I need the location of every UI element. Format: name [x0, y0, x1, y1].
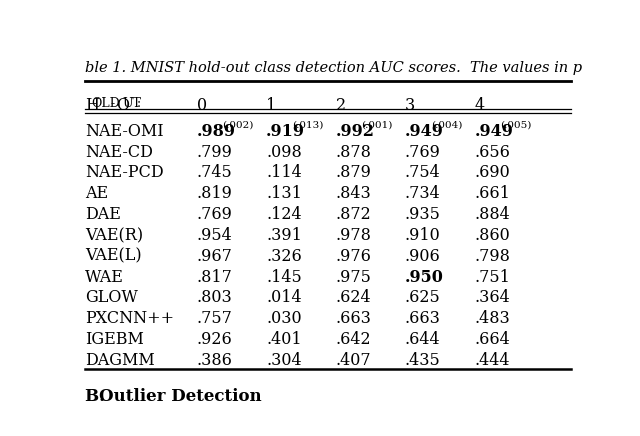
Text: .624: .624 — [335, 290, 371, 307]
Text: .843: .843 — [335, 185, 371, 202]
Text: 4: 4 — [474, 97, 484, 114]
Text: .935: .935 — [405, 206, 441, 223]
Text: NAE-CD: NAE-CD — [85, 143, 153, 160]
Text: 1: 1 — [266, 97, 276, 114]
Text: .690: .690 — [474, 164, 510, 181]
Text: .978: .978 — [335, 227, 371, 244]
Text: .326: .326 — [266, 248, 301, 265]
Text: .926: .926 — [196, 331, 232, 348]
Text: PXCNN++: PXCNN++ — [85, 310, 174, 327]
Text: .745: .745 — [196, 164, 232, 181]
Text: .124: .124 — [266, 206, 301, 223]
Text: -: - — [111, 97, 115, 109]
Text: IGEBM: IGEBM — [85, 331, 144, 348]
Text: .819: .819 — [196, 185, 232, 202]
Text: .444: .444 — [474, 352, 510, 369]
Text: .754: .754 — [405, 164, 440, 181]
Text: .992: .992 — [335, 123, 374, 140]
Text: O: O — [116, 97, 129, 114]
Text: .131: .131 — [266, 185, 302, 202]
Text: VAE(L): VAE(L) — [85, 248, 141, 265]
Text: .967: .967 — [196, 248, 232, 265]
Text: NAE-PCD: NAE-PCD — [85, 164, 164, 181]
Text: OLD: OLD — [92, 97, 120, 109]
Text: .664: .664 — [474, 331, 510, 348]
Text: .014: .014 — [266, 290, 301, 307]
Text: .304: .304 — [266, 352, 301, 369]
Text: .879: .879 — [335, 164, 371, 181]
Text: .407: .407 — [335, 352, 371, 369]
Text: .483: .483 — [474, 310, 510, 327]
Text: .803: .803 — [196, 290, 232, 307]
Text: .910: .910 — [405, 227, 440, 244]
Text: .145: .145 — [266, 269, 301, 286]
Text: .989: .989 — [196, 123, 236, 140]
Text: Outlier Detection: Outlier Detection — [99, 388, 262, 405]
Text: ble 1. MNIST hold-out class detection AUC scores.  The values in p: ble 1. MNIST hold-out class detection AU… — [85, 61, 582, 75]
Text: NAE-OMI: NAE-OMI — [85, 123, 164, 140]
Text: (.004): (.004) — [431, 120, 462, 129]
Text: .950: .950 — [405, 269, 444, 286]
Text: UT: UT — [123, 97, 141, 109]
Text: .954: .954 — [196, 227, 232, 244]
Text: .799: .799 — [196, 143, 232, 160]
Text: .949: .949 — [405, 123, 444, 140]
Text: (.013): (.013) — [292, 120, 323, 129]
Text: .878: .878 — [335, 143, 371, 160]
Text: B.: B. — [85, 388, 111, 405]
Text: .769: .769 — [196, 206, 232, 223]
Text: WAE: WAE — [85, 269, 124, 286]
Text: .642: .642 — [335, 331, 371, 348]
Text: DAE: DAE — [85, 206, 121, 223]
Text: :: : — [136, 97, 141, 109]
Text: .798: .798 — [474, 248, 510, 265]
Text: .734: .734 — [405, 185, 440, 202]
Text: AE: AE — [85, 185, 108, 202]
Text: .435: .435 — [405, 352, 440, 369]
Text: .751: .751 — [474, 269, 510, 286]
Text: .656: .656 — [474, 143, 510, 160]
Text: 0: 0 — [196, 97, 207, 114]
Text: .391: .391 — [266, 227, 302, 244]
Text: .872: .872 — [335, 206, 371, 223]
Text: .114: .114 — [266, 164, 301, 181]
Text: .663: .663 — [335, 310, 371, 327]
Text: .769: .769 — [405, 143, 441, 160]
Text: .661: .661 — [474, 185, 510, 202]
Text: DAGMM: DAGMM — [85, 352, 155, 369]
Text: .098: .098 — [266, 143, 301, 160]
Text: 3: 3 — [405, 97, 415, 114]
Text: .976: .976 — [335, 248, 371, 265]
Text: .949: .949 — [474, 123, 513, 140]
Text: .884: .884 — [474, 206, 510, 223]
Text: (.001): (.001) — [361, 120, 392, 129]
Text: 2: 2 — [335, 97, 346, 114]
Text: .975: .975 — [335, 269, 371, 286]
Text: GLOW: GLOW — [85, 290, 138, 307]
Text: .919: .919 — [266, 123, 305, 140]
Text: VAE(R): VAE(R) — [85, 227, 143, 244]
Text: .364: .364 — [474, 290, 510, 307]
Text: .386: .386 — [196, 352, 232, 369]
Text: (.005): (.005) — [500, 120, 531, 129]
Text: .663: .663 — [405, 310, 441, 327]
Text: .625: .625 — [405, 290, 440, 307]
Text: .860: .860 — [474, 227, 510, 244]
Text: (.002): (.002) — [222, 120, 253, 129]
Text: .401: .401 — [266, 331, 301, 348]
Text: .817: .817 — [196, 269, 232, 286]
Text: H: H — [85, 97, 99, 114]
Text: .906: .906 — [405, 248, 440, 265]
Text: .644: .644 — [405, 331, 440, 348]
Text: .030: .030 — [266, 310, 301, 327]
Text: .757: .757 — [196, 310, 232, 327]
